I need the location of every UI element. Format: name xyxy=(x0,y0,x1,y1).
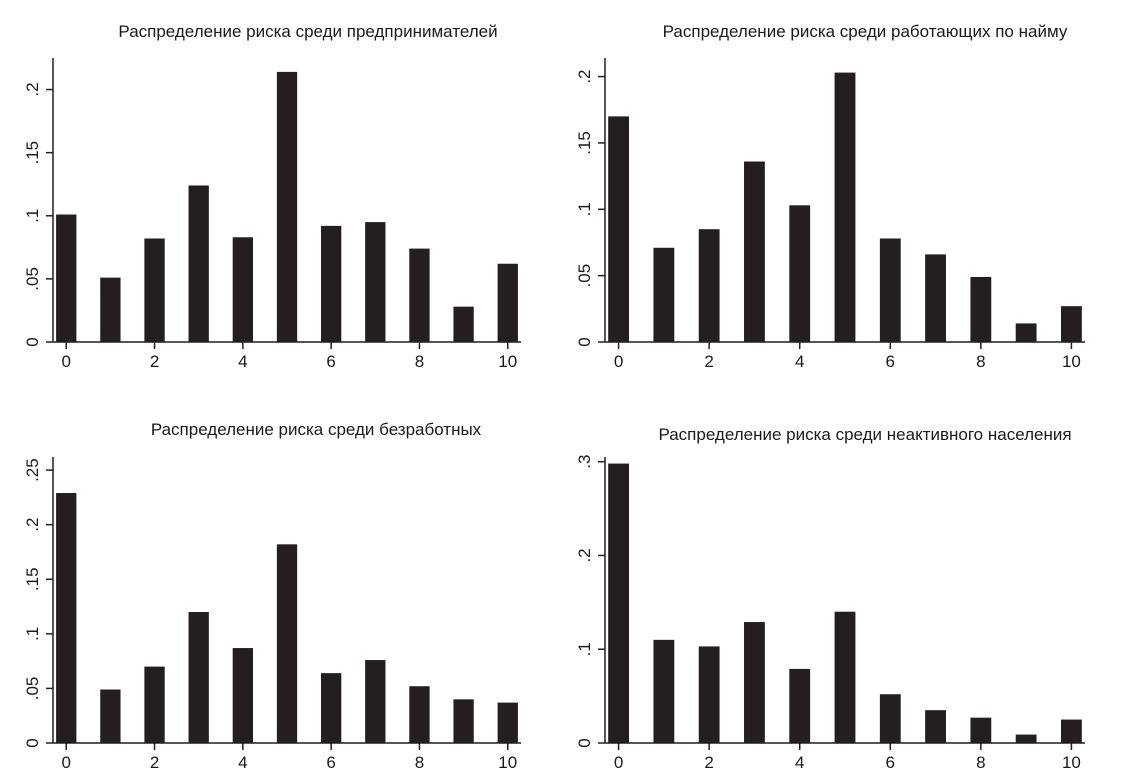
x-tick-label: 8 xyxy=(415,753,424,772)
bar-0 xyxy=(608,116,629,342)
y-tick-label: .1 xyxy=(23,627,42,641)
x-tick-label: 4 xyxy=(795,753,804,772)
y-tick-label: .1 xyxy=(23,209,42,223)
bar-10 xyxy=(1061,719,1082,743)
x-tick-label: 8 xyxy=(976,753,985,772)
y-tick-label: 0 xyxy=(575,738,594,747)
chart-panel-2: Распределение риска среди работающих по … xyxy=(575,22,1085,371)
x-tick-label: 6 xyxy=(326,352,335,371)
bar-8 xyxy=(409,248,430,342)
x-tick-label: 10 xyxy=(498,753,517,772)
bar-0 xyxy=(608,463,629,743)
x-tick-label: 0 xyxy=(62,753,71,772)
y-tick-label: .1 xyxy=(575,202,594,216)
bar-4 xyxy=(232,648,253,743)
y-tick-label: .25 xyxy=(23,458,42,482)
x-tick-label: 2 xyxy=(150,753,159,772)
y-tick-label: 0 xyxy=(23,337,42,346)
chart-title: Распределение риска среди неактивного на… xyxy=(658,425,1071,444)
chart-panel-1: Распределение риска среди предпринимател… xyxy=(23,22,521,371)
bar-10 xyxy=(1061,306,1082,342)
y-tick-label: .15 xyxy=(23,567,42,591)
bar-8 xyxy=(970,717,992,743)
x-tick-label: 0 xyxy=(614,753,623,772)
bar-3 xyxy=(188,185,209,342)
bar-6 xyxy=(321,225,342,342)
bar-1 xyxy=(100,689,121,743)
bar-2 xyxy=(698,229,720,342)
x-tick-label: 10 xyxy=(1062,352,1081,371)
bar-3 xyxy=(188,612,209,743)
bar-7 xyxy=(365,222,386,342)
bar-3 xyxy=(744,622,765,743)
x-tick-label: 4 xyxy=(795,352,804,371)
y-tick-label: .2 xyxy=(23,82,42,96)
bar-0 xyxy=(56,493,77,743)
bar-5 xyxy=(834,611,856,743)
bar-6 xyxy=(879,238,901,342)
chart-panel-4: Распределение риска среди неактивного на… xyxy=(575,425,1085,772)
chart-title: Распределение риска среди предпринимател… xyxy=(118,22,497,41)
bar-9 xyxy=(1015,734,1037,743)
bar-1 xyxy=(653,639,675,743)
y-tick-label: .2 xyxy=(575,548,594,562)
x-tick-label: 2 xyxy=(704,753,713,772)
bar-1 xyxy=(100,277,121,342)
bar-7 xyxy=(365,660,386,743)
x-tick-label: 6 xyxy=(326,753,335,772)
x-tick-label: 6 xyxy=(886,352,895,371)
x-tick-label: 0 xyxy=(62,352,71,371)
y-tick-label: 0 xyxy=(23,738,42,747)
bar-4 xyxy=(789,205,811,342)
bar-1 xyxy=(653,247,675,342)
x-tick-label: 10 xyxy=(498,352,517,371)
bar-2 xyxy=(698,646,720,743)
bar-9 xyxy=(1015,323,1037,342)
x-tick-label: 2 xyxy=(150,352,159,371)
bar-6 xyxy=(321,673,342,743)
bar-4 xyxy=(789,668,811,743)
bar-0 xyxy=(56,214,77,342)
y-tick-label: .2 xyxy=(575,69,594,83)
x-tick-label: 8 xyxy=(976,352,985,371)
bar-5 xyxy=(276,71,298,342)
bar-5 xyxy=(834,72,856,342)
bar-2 xyxy=(144,666,165,743)
y-tick-label: .3 xyxy=(575,455,594,469)
y-tick-label: .15 xyxy=(575,131,594,155)
bar-6 xyxy=(879,694,901,743)
chart-title: Распределение риска среди безработных xyxy=(151,420,482,439)
x-tick-label: 8 xyxy=(415,352,424,371)
y-tick-label: .15 xyxy=(23,141,42,165)
chart-panel-3: Распределение риска среди безработных 0 2 4… xyxy=(23,420,521,772)
x-tick-label: 2 xyxy=(704,352,713,371)
bar-10 xyxy=(497,702,518,743)
bar-8 xyxy=(409,686,430,743)
bar-7 xyxy=(925,254,946,342)
bar-9 xyxy=(453,306,474,342)
bar-3 xyxy=(744,161,765,342)
bar-7 xyxy=(925,710,946,743)
y-tick-label: .05 xyxy=(23,677,42,701)
bar-4 xyxy=(232,237,253,342)
x-tick-label: 4 xyxy=(238,753,247,772)
bar-2 xyxy=(144,238,165,342)
y-tick-label: .05 xyxy=(575,264,594,288)
y-tick-label: .2 xyxy=(23,518,42,532)
y-tick-label: .1 xyxy=(575,642,594,656)
bar-10 xyxy=(497,263,518,342)
y-tick-label: .05 xyxy=(23,267,42,291)
x-tick-label: 6 xyxy=(886,753,895,772)
x-tick-label: 0 xyxy=(614,352,623,371)
chart-title: Распределение риска среди работающих по … xyxy=(663,22,1068,41)
bar-8 xyxy=(970,276,992,342)
x-tick-label: 4 xyxy=(238,352,247,371)
bar-5 xyxy=(276,544,298,743)
bar-9 xyxy=(453,699,474,743)
x-tick-label: 10 xyxy=(1062,753,1081,772)
y-tick-label: 0 xyxy=(575,337,594,346)
